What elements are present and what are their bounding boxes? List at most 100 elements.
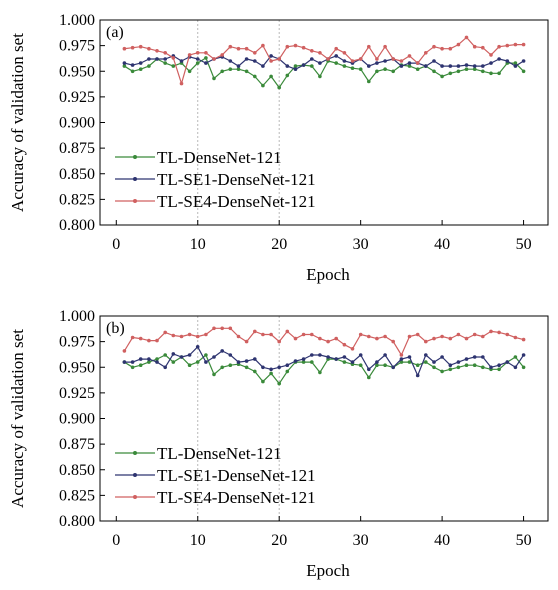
- data-point: [497, 71, 501, 76]
- data-point: [358, 363, 363, 368]
- data-point: [301, 360, 306, 364]
- data-point: [513, 64, 518, 68]
- y-tick-label: 0.975: [59, 38, 95, 55]
- data-point: [326, 355, 330, 359]
- data-point: [448, 367, 453, 372]
- data-point: [464, 63, 469, 67]
- data-point: [310, 353, 314, 357]
- data-point: [456, 42, 461, 47]
- data-point: [204, 360, 208, 364]
- data-point: [301, 63, 306, 67]
- data-point: [358, 57, 363, 61]
- data-point: [464, 357, 469, 361]
- data-point: [375, 336, 379, 341]
- data-point: [155, 360, 159, 364]
- data-point: [464, 363, 469, 368]
- data-point: [505, 43, 510, 48]
- legend-entry: TL-SE1-DenseNet-121: [157, 170, 316, 189]
- legend-entry: TL-SE1-DenseNet-121: [157, 466, 316, 485]
- data-point: [448, 336, 453, 341]
- data-point: [285, 73, 290, 78]
- data-point: [187, 353, 192, 357]
- data-point: [391, 57, 396, 61]
- data-point: [269, 371, 273, 376]
- data-point: [171, 56, 176, 60]
- data-point: [456, 365, 461, 370]
- data-point: [383, 67, 387, 71]
- data-point: [122, 46, 127, 51]
- data-point: [187, 332, 192, 337]
- data-point: [367, 64, 371, 68]
- x-tick-label: 0: [112, 532, 120, 549]
- series-line-2: [124, 346, 525, 377]
- data-point: [375, 69, 379, 74]
- data-point: [424, 353, 428, 357]
- data-point: [277, 85, 282, 90]
- x-tick-label: 10: [190, 236, 206, 253]
- data-point: [424, 51, 428, 55]
- data-point: [269, 59, 273, 63]
- data-point: [155, 49, 159, 53]
- data-point: [301, 332, 306, 337]
- data-point: [220, 53, 224, 57]
- data-point: [122, 61, 127, 65]
- data-point: [334, 357, 339, 361]
- y-tick-label: 0.825: [59, 487, 95, 504]
- data-point: [489, 53, 493, 57]
- data-point: [472, 355, 477, 359]
- data-point: [147, 64, 151, 68]
- data-point: [138, 336, 143, 341]
- y-tick-label: 0.900: [59, 115, 95, 132]
- data-point: [342, 64, 347, 68]
- data-point: [204, 56, 208, 60]
- data-point: [228, 44, 233, 49]
- data-point: [293, 67, 298, 71]
- data-point: [358, 353, 363, 357]
- data-point: [253, 74, 257, 79]
- data-point: [228, 363, 233, 368]
- data-point: [334, 46, 339, 51]
- data-point: [367, 334, 371, 339]
- y-tick-label: 0.850: [59, 166, 95, 183]
- data-point: [440, 64, 444, 68]
- y-tick-label: 0.975: [59, 334, 95, 351]
- x-axis-title: Epoch: [306, 561, 350, 580]
- data-point: [212, 57, 216, 61]
- data-point: [399, 59, 404, 63]
- data-point: [342, 51, 347, 55]
- data-point: [228, 326, 233, 331]
- data-point: [236, 64, 241, 68]
- y-tick-label: 0.900: [59, 411, 95, 428]
- y-tick-label: 0.925: [59, 89, 95, 106]
- data-point: [293, 64, 298, 68]
- data-point: [521, 59, 526, 63]
- data-point: [326, 339, 330, 344]
- data-point: [253, 369, 257, 374]
- data-point: [334, 336, 339, 341]
- data-point: [481, 365, 485, 370]
- legend-entry: TL-DenseNet-121: [157, 148, 282, 167]
- data-point: [130, 63, 135, 67]
- y-tick-label: 0.875: [59, 140, 95, 157]
- data-point: [513, 335, 518, 340]
- data-point: [285, 64, 290, 68]
- data-point: [122, 349, 127, 353]
- data-point: [261, 43, 265, 48]
- data-point: [179, 355, 184, 359]
- data-point: [228, 59, 233, 63]
- data-point: [261, 332, 265, 337]
- data-point: [171, 64, 176, 68]
- data-point: [350, 66, 355, 70]
- x-tick-label: 20: [271, 532, 287, 549]
- data-point: [261, 379, 265, 384]
- data-point: [481, 334, 485, 339]
- y-tick-label: 0.800: [59, 513, 95, 530]
- legend-entry: TL-SE4-DenseNet-121: [157, 488, 316, 507]
- data-point: [375, 57, 379, 61]
- data-point: [432, 59, 436, 63]
- data-point: [472, 64, 477, 68]
- data-point: [130, 365, 135, 370]
- data-point: [179, 59, 184, 63]
- data-point: [269, 332, 273, 337]
